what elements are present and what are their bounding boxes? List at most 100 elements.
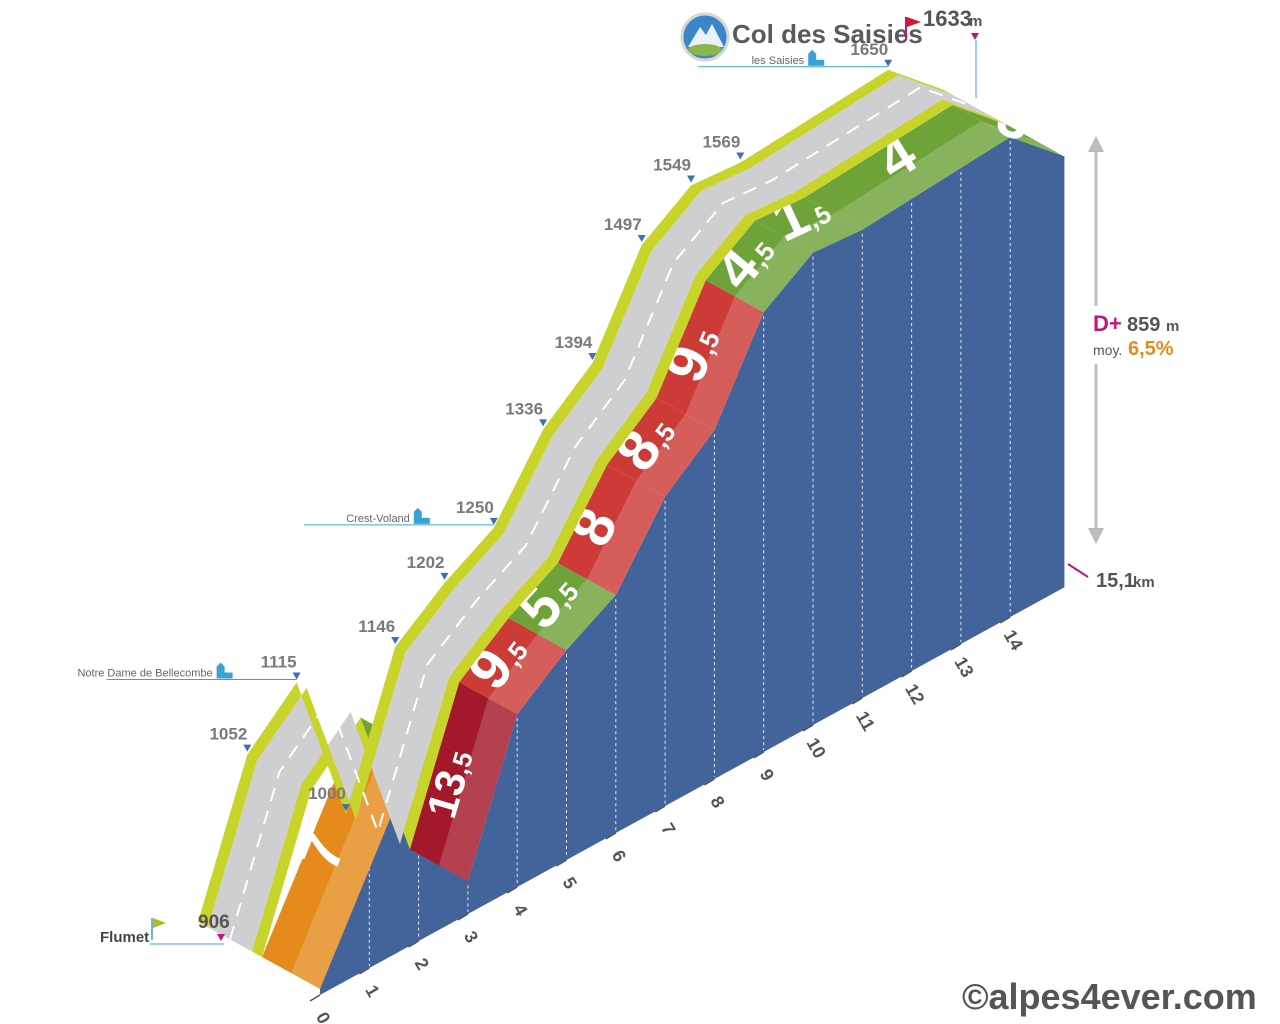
grade-segment-shade: [685, 296, 764, 431]
km-tick: [851, 697, 863, 705]
km-tick-label: 1: [361, 982, 383, 1001]
start-marker-icon: [217, 934, 225, 941]
altitude-label: 1146: [358, 617, 395, 636]
place-label: Notre Dame de Bellecombe: [77, 667, 212, 679]
grade-segment: [508, 563, 616, 651]
km-tick-label: 8: [706, 793, 728, 812]
km-tick-label: 9: [756, 766, 778, 785]
km-tick: [457, 913, 469, 921]
climb-unit: m: [1166, 318, 1179, 335]
grade-segment-shade: [438, 698, 518, 882]
profile-wall-face: [320, 137, 1065, 995]
km-tick: [999, 616, 1011, 624]
km-tick: [950, 643, 962, 651]
km-tick-label: 3: [460, 928, 482, 947]
km-tick: [753, 751, 765, 759]
summit-altitude: 1633: [923, 6, 972, 31]
km-tick-label: 14: [1000, 626, 1027, 653]
church-icon: [808, 49, 825, 66]
grade-segment: [607, 398, 715, 497]
grade-segment: [557, 464, 666, 596]
altitude-label: 1115: [261, 652, 297, 671]
summit-altitude-unit: m: [969, 13, 982, 30]
km-tick: [408, 940, 419, 948]
altitude-label: 1052: [209, 725, 247, 744]
climb-label: D+: [1093, 311, 1122, 336]
altitude-label: 1336: [505, 399, 543, 418]
start-name: Flumet: [100, 929, 149, 946]
grade-segment-shade: [734, 236, 813, 313]
grade-segment-shade: [537, 579, 616, 651]
profile-wall: [320, 137, 1065, 995]
km-tick: [309, 994, 321, 1002]
road-edge-back: [198, 69, 953, 928]
altitude-pointer-icon: [243, 744, 252, 752]
km-tick-label: 13: [950, 653, 977, 680]
road-ribbon: [198, 69, 1007, 957]
km-tick-label: 0: [312, 1009, 334, 1024]
total-distance: 15,1: [1096, 570, 1135, 592]
summit-marker-icon: [971, 33, 979, 40]
climb-value: 859: [1127, 314, 1160, 336]
grade-segment-shade: [784, 213, 863, 253]
altitude-pointer-icon: [391, 636, 400, 644]
km-tick: [802, 724, 814, 732]
km-tick: [654, 805, 666, 813]
altitude-label: 1202: [407, 553, 445, 572]
altitude-label: 1497: [604, 215, 642, 234]
distance-marker-line: [1067, 563, 1089, 578]
start-flag-icon: [151, 918, 166, 940]
church-icon: [413, 507, 430, 524]
grade-segment: [952, 105, 1065, 157]
altitude-pointer-icon: [440, 572, 449, 580]
grade-segment-shade: [488, 634, 567, 715]
grade-segment: [656, 280, 764, 431]
grade-segment-shade: [833, 121, 1011, 230]
km-tick-label: 5: [559, 874, 581, 893]
km-tick-label: 7: [657, 820, 679, 839]
grade-segment: [755, 197, 863, 253]
altitude-label: 1250: [456, 498, 494, 517]
col-badge-icon: [680, 12, 730, 62]
road-edge-front: [252, 99, 1007, 957]
km-tick: [704, 778, 715, 786]
grade-segment: [804, 105, 1011, 230]
km-tick-label: 6: [608, 847, 630, 866]
climb-stats-background: [1088, 306, 1184, 364]
km-tick-label: 11: [852, 708, 879, 734]
altitude-pointer-icon: [489, 517, 498, 525]
altitude-pointer-icon: [588, 352, 597, 360]
km-tick: [901, 670, 912, 678]
altitude-pointer-icon: [736, 152, 745, 160]
place-label: Crest-Voland: [346, 513, 410, 525]
grade-segment-shade: [586, 480, 666, 596]
altitude-label: 1650: [850, 40, 888, 59]
altitude-label: 1000: [308, 784, 346, 803]
km-tick: [506, 886, 518, 894]
watermark: ©alpes4ever.com: [962, 976, 1257, 1017]
grade-segment-shade: [636, 414, 715, 497]
km-tick-label: 2: [411, 955, 433, 974]
grade-segment: [705, 220, 813, 313]
average-grade-value: 6,5%: [1128, 338, 1174, 360]
chart-title: Col des Saisies: [732, 19, 923, 49]
km-tick-label: 12: [901, 680, 928, 707]
altitude-label: 1569: [702, 133, 740, 152]
km-tick-label: 4: [509, 901, 531, 920]
altitude-pointer-icon: [884, 59, 893, 67]
altitude-pointer-icon: [687, 175, 695, 183]
road-centerline: [229, 86, 975, 940]
altitude-label: 1394: [555, 333, 593, 352]
grade-segment: [459, 618, 567, 715]
place-label: les Saisies: [752, 55, 805, 67]
km-tick: [605, 832, 617, 840]
grade-segment: [409, 682, 518, 882]
altitude-pointer-icon: [341, 804, 350, 812]
km-tick: [358, 967, 370, 975]
km-tick-label: 10: [803, 734, 830, 761]
altitude-label: 1549: [653, 155, 691, 174]
summit-flag-icon: [905, 17, 921, 40]
grade-segment-shade: [981, 121, 1065, 157]
total-distance-unit: km: [1133, 574, 1155, 591]
